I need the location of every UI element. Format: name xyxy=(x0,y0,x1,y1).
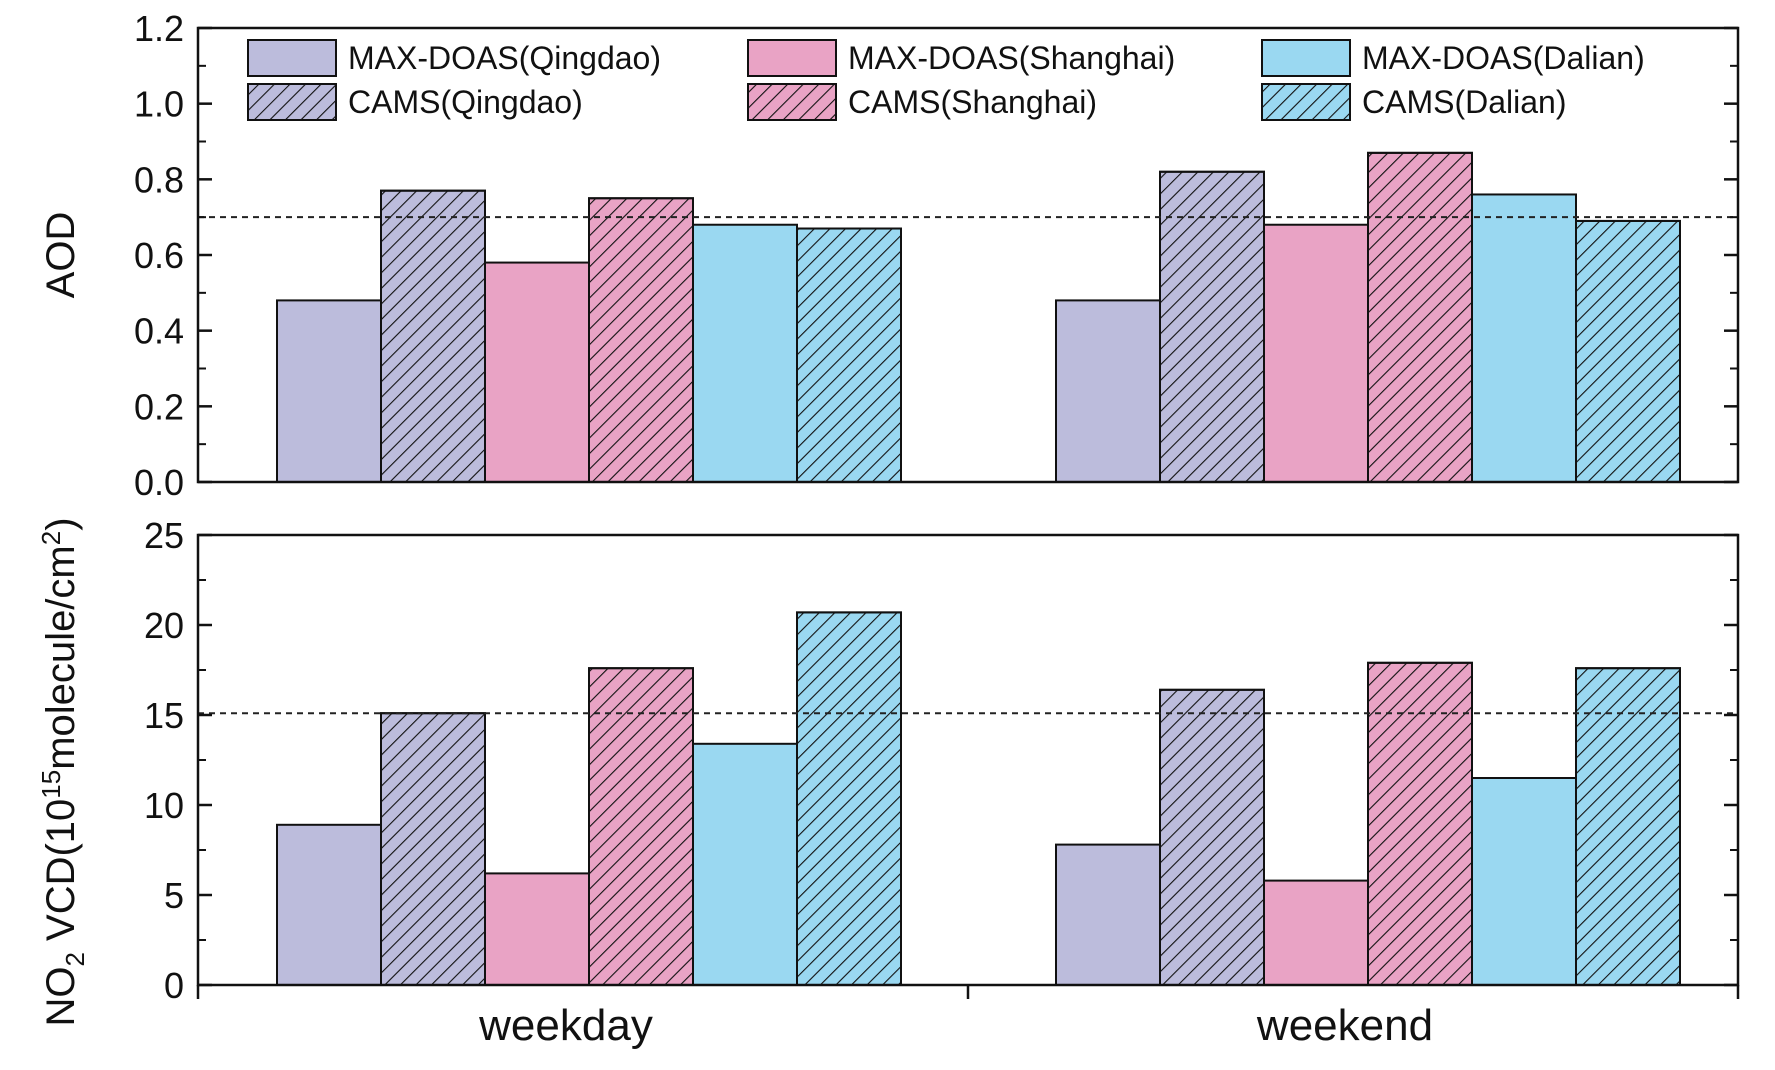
legend-swatch xyxy=(247,39,337,77)
no2-bar-hatch-weekday-3 xyxy=(588,667,694,986)
legend-label: CAMS(Shanghai) xyxy=(848,84,1097,120)
no2-ylabel-part-a: NO xyxy=(39,967,83,1027)
no2-y-tick-label: 0 xyxy=(164,965,184,1006)
aod-bar-weekday-4 xyxy=(692,223,798,483)
no2-y-tick-label: 10 xyxy=(144,785,184,826)
no2-y-tick-label: 20 xyxy=(144,605,184,646)
aod-bar-weekend-0 xyxy=(1055,299,1161,483)
no2-ylabel-part-d: ) xyxy=(39,517,83,530)
aod-y-tick-label: 0.0 xyxy=(134,462,184,503)
x-category-weekday: weekday xyxy=(478,1001,653,1050)
no2-bar-weekend-4 xyxy=(1471,777,1577,986)
aod-bar-weekday-2 xyxy=(484,261,590,484)
aod-bar-weekend-4 xyxy=(1471,193,1577,483)
no2-ylabel-sup: 15 xyxy=(36,770,66,799)
aod-bar-hatch-weekend-3 xyxy=(1367,151,1473,483)
aod-panel: 0.00.20.40.60.81.01.2 MAX-DOAS(Qingdao) M… xyxy=(39,8,1740,503)
no2-bar-hatch-weekend-5 xyxy=(1575,667,1681,986)
no2-bar-hatch-weekend-3 xyxy=(1367,661,1473,986)
aod-bars xyxy=(276,151,1681,484)
no2-y-tick-label: 15 xyxy=(144,695,184,736)
legend-swatch xyxy=(1261,39,1351,77)
no2-bar-weekday-2 xyxy=(484,872,590,987)
x-category-weekend: weekend xyxy=(1256,1001,1433,1050)
no2-bar-hatch-weekend-1 xyxy=(1159,688,1265,986)
legend-label: MAX-DOAS(Qingdao) xyxy=(348,40,661,76)
no2-bar-hatch-weekday-1 xyxy=(380,712,486,986)
aod-y-tick-label: 0.8 xyxy=(134,159,184,200)
no2-ylabel-part-b: VCD(10 xyxy=(39,799,83,952)
legend-swatch-hatch xyxy=(1261,83,1351,121)
no2-ylabel-sup2: 2 xyxy=(36,531,66,545)
aod-bar-hatch-weekday-1 xyxy=(380,189,486,484)
no2-ylabel-part-c: molecule/cm xyxy=(39,545,83,770)
aod-bar-hatch-weekday-3 xyxy=(588,197,694,483)
no2-bar-hatch-weekday-5 xyxy=(796,611,902,987)
no2-bar-weekend-0 xyxy=(1055,843,1161,986)
legend-label: CAMS(Dalian) xyxy=(1362,84,1566,120)
legend-swatch-hatch xyxy=(247,83,337,121)
aod-y-tick-label: 0.6 xyxy=(134,235,184,276)
no2-y-axis-title: NO2 VCD(1015molecule/cm2) xyxy=(36,517,90,1026)
aod-y-tick-label: 1.2 xyxy=(134,8,184,49)
aod-y-ticks: 0.0 0.2 0.4 0.6 0.8 1.0 1.2 xyxy=(134,8,1738,503)
legend-label: MAX-DOAS(Shanghai) xyxy=(848,40,1175,76)
no2-bar-weekday-0 xyxy=(276,823,382,986)
aod-bar-hatch-weekend-5 xyxy=(1575,219,1681,483)
aod-y-axis-title: AOD xyxy=(39,212,83,299)
no2-bar-weekend-2 xyxy=(1263,879,1369,986)
legend: MAX-DOAS(Qingdao) MAX-DOAS(Shanghai) MAX-D… xyxy=(247,39,1645,121)
aod-bar-weekend-2 xyxy=(1263,223,1369,483)
no2-y-tick-label: 5 xyxy=(164,875,184,916)
no2-bar-weekday-4 xyxy=(692,742,798,986)
aod-bar-weekday-0 xyxy=(276,299,382,483)
legend-label: MAX-DOAS(Dalian) xyxy=(1362,40,1645,76)
aod-y-tick-label: 0.4 xyxy=(134,311,184,352)
aod-y-tick-label: 0.2 xyxy=(134,386,184,427)
aod-bar-hatch-weekday-5 xyxy=(796,227,902,483)
aod-bar-hatch-weekend-1 xyxy=(1159,170,1265,483)
legend-swatch xyxy=(747,39,837,77)
legend-swatch-hatch xyxy=(747,83,837,121)
no2-y-ticks: 0 5 10 15 20 25 xyxy=(144,515,1738,1006)
no2-y-tick-label: 25 xyxy=(144,515,184,556)
aod-y-tick-label: 1.0 xyxy=(134,84,184,125)
x-category-labels: weekday weekend xyxy=(196,985,1740,1050)
legend-label: CAMS(Qingdao) xyxy=(348,84,583,120)
no2-bars xyxy=(276,611,1681,987)
no2-ylabel-sub: 2 xyxy=(60,952,90,966)
